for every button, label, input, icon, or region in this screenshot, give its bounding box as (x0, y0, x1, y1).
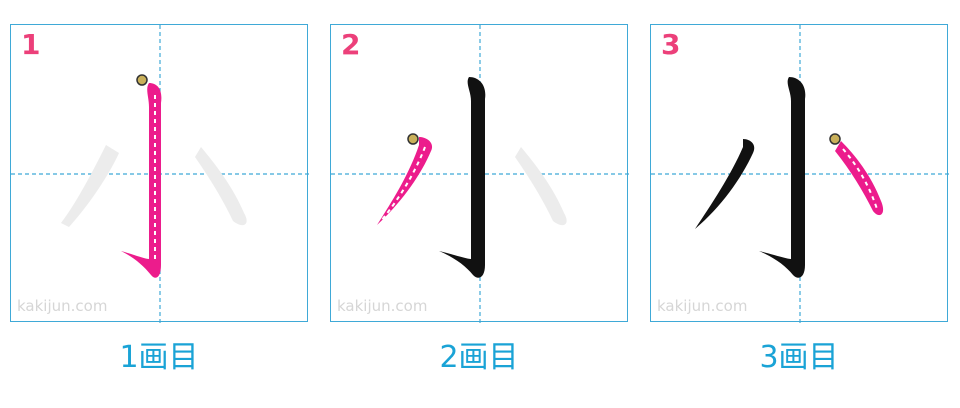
step-number: 1 (21, 28, 41, 61)
stroke-trace-dots (380, 146, 426, 222)
step-number: 2 (341, 28, 361, 61)
watermark: kakijun.com (657, 297, 748, 315)
stroke-panel-1: 1 kakijun.com (10, 24, 309, 323)
done-stroke-vertical (439, 77, 486, 278)
current-stroke-right (835, 141, 884, 216)
stroke-canvas-1 (11, 25, 309, 323)
stroke-canvas-3 (651, 25, 949, 323)
step-number: 3 (661, 28, 681, 61)
stroke-panel-2: 2 kakijun.com (330, 24, 629, 323)
stroke-canvas-2 (331, 25, 629, 323)
ghost-stroke-left (61, 145, 119, 227)
watermark: kakijun.com (337, 297, 428, 315)
ghost-stroke-right (195, 147, 247, 226)
done-stroke-left (695, 139, 755, 229)
stroke-caption-1: 1画目 (119, 340, 199, 375)
stroke-start-marker (407, 133, 419, 145)
stroke-start-marker (829, 133, 841, 145)
ghost-stroke-right (515, 147, 567, 226)
stroke-trace-dots (842, 148, 878, 210)
stroke-start-marker (136, 74, 148, 86)
stroke-panel-3: 3 kakijun.com (650, 24, 949, 323)
stroke-caption-2: 2画目 (439, 340, 519, 375)
watermark: kakijun.com (17, 297, 108, 315)
stroke-caption-3: 3画目 (759, 340, 839, 375)
current-stroke-left (377, 137, 433, 225)
current-stroke-vertical (121, 83, 162, 278)
done-stroke-vertical (759, 77, 806, 278)
